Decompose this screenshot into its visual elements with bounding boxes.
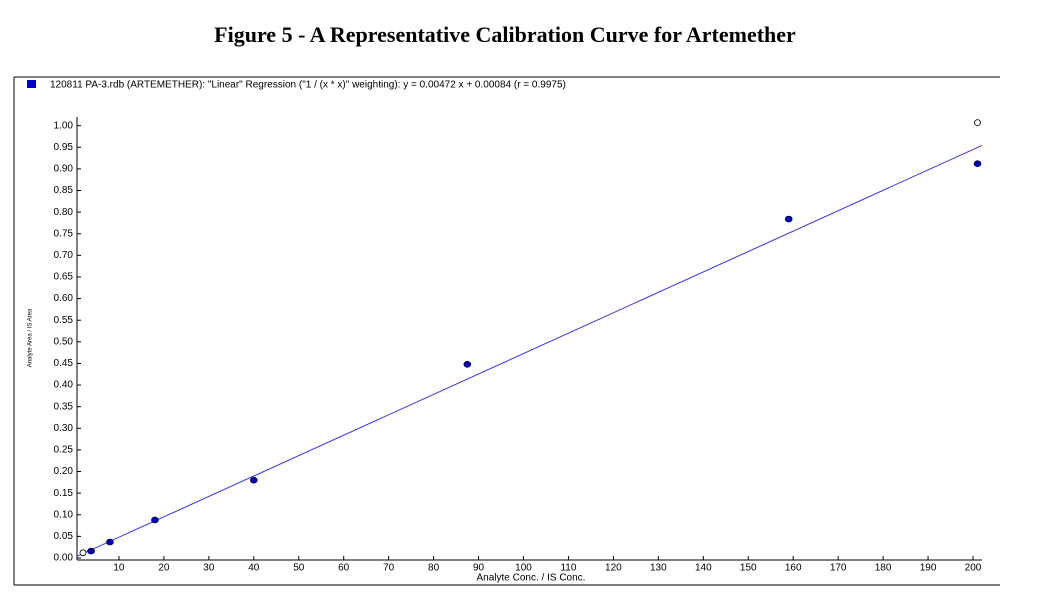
y-tick-label: 0.10 <box>54 509 74 520</box>
legend-label: 120811 PA-3.rdb (ARTEMETHER): "Linear" R… <box>50 80 566 91</box>
excluded-point <box>79 549 87 557</box>
data-point <box>463 361 472 368</box>
y-tick-label: 0.90 <box>54 164 74 175</box>
data-point <box>250 476 258 484</box>
y-tick-label: 0.55 <box>54 315 74 326</box>
y-tick-label: 0.00 <box>54 553 74 564</box>
x-tick-label: 70 <box>383 563 395 574</box>
y-tick-label: 1.00 <box>54 120 74 131</box>
x-tick-label: 30 <box>203 563 215 574</box>
data-point <box>784 215 793 223</box>
x-tick-label: 170 <box>830 563 847 574</box>
x-tick-label: 80 <box>428 563 440 574</box>
x-tick-label: 90 <box>473 563 485 574</box>
x-tick-label: 40 <box>248 563 260 574</box>
x-tick-label: 150 <box>740 563 757 574</box>
excluded-point <box>974 119 981 127</box>
chart-title: Figure 5 - A Representative Calibration … <box>214 22 796 47</box>
x-tick-label: 10 <box>113 563 125 574</box>
x-tick-label: 130 <box>650 563 667 574</box>
x-tick-label: 50 <box>293 563 305 574</box>
y-tick-label: 0.75 <box>54 228 74 239</box>
y-tick-label: 0.05 <box>54 531 74 542</box>
x-tick-label: 60 <box>338 563 350 574</box>
y-tick-label: 0.70 <box>54 250 74 261</box>
y-tick-label: 0.95 <box>54 142 74 153</box>
y-tick-label: 0.30 <box>54 423 74 434</box>
x-tick-label: 100 <box>515 563 532 574</box>
y-tick-label: 0.80 <box>54 207 74 218</box>
x-tick-label: 200 <box>965 563 982 574</box>
y-tick-label: 0.60 <box>54 293 74 304</box>
data-point <box>87 547 95 555</box>
x-tick-label: 140 <box>695 563 712 574</box>
data-point <box>151 516 159 524</box>
y-tick-label: 0.25 <box>54 445 74 456</box>
x-tick-label: 190 <box>920 563 937 574</box>
y-tick-label: 0.85 <box>54 185 74 196</box>
data-point <box>106 538 114 546</box>
x-axis-label: Analyte Conc. / IS Conc. <box>477 573 586 584</box>
legend-swatch <box>27 80 36 88</box>
y-tick-label: 0.15 <box>54 488 74 499</box>
y-tick-label: 0.50 <box>54 336 74 347</box>
y-tick-label: 0.65 <box>54 272 74 283</box>
x-tick-label: 160 <box>785 563 802 574</box>
y-tick-label: 0.35 <box>54 401 74 412</box>
y-tick-label: 0.45 <box>54 358 74 369</box>
x-tick-label: 20 <box>158 563 170 574</box>
x-tick-label: 120 <box>605 563 622 574</box>
data-point <box>973 160 982 167</box>
x-tick-label: 180 <box>875 563 892 574</box>
y-tick-label: 0.20 <box>54 466 74 477</box>
regression-line <box>76 144 983 557</box>
x-tick-label: 110 <box>560 563 576 574</box>
y-axis-label: Analyte Area / IS Area <box>28 308 34 367</box>
y-tick-label: 0.40 <box>54 380 74 391</box>
